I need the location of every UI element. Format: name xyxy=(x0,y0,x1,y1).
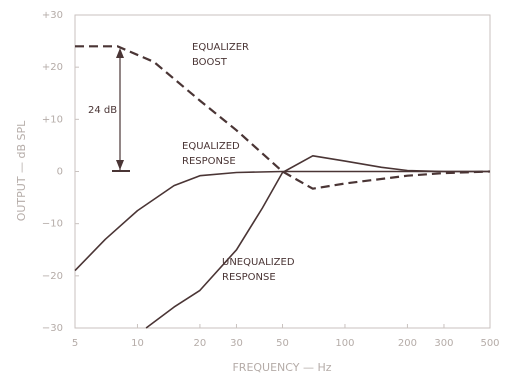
y-axis-label: OUTPUT — dB SPL xyxy=(15,120,28,221)
arrow-head xyxy=(116,160,124,170)
x-tick-label: 300 xyxy=(434,338,453,349)
series-line xyxy=(75,45,491,190)
x-axis-label: FREQUENCY — Hz xyxy=(232,361,331,374)
x-tick-label: 10 xyxy=(131,338,144,349)
x-tick-label: 20 xyxy=(194,338,207,349)
series-line xyxy=(145,155,490,329)
x-tick-label: 100 xyxy=(335,338,354,349)
x-tick-label: 500 xyxy=(480,338,499,349)
arrow-head xyxy=(116,48,124,58)
y-tick-label: 0 xyxy=(57,167,63,178)
x-tick-label: 5 xyxy=(72,338,78,349)
annotation: RESPONSE xyxy=(222,272,276,283)
x-tick-label: 30 xyxy=(230,338,243,349)
annotation: BOOST xyxy=(192,57,228,68)
x-tick-label: 200 xyxy=(398,338,417,349)
y-tick-label: −20 xyxy=(42,271,63,282)
annotation: UNEQUALIZED xyxy=(222,257,295,268)
series-line xyxy=(74,170,490,272)
x-tick-label: 50 xyxy=(276,338,289,349)
y-tick-label: +30 xyxy=(42,10,63,21)
annotation: 24 dB xyxy=(88,105,117,116)
y-tick-label: +10 xyxy=(42,114,63,125)
y-tick-label: −30 xyxy=(42,323,63,334)
y-tick-label: +20 xyxy=(42,62,63,73)
y-tick-label: −10 xyxy=(42,219,63,230)
annotation: EQUALIZER xyxy=(192,42,249,53)
annotation: EQUALIZED xyxy=(182,141,240,152)
annotation: RESPONSE xyxy=(182,156,236,167)
